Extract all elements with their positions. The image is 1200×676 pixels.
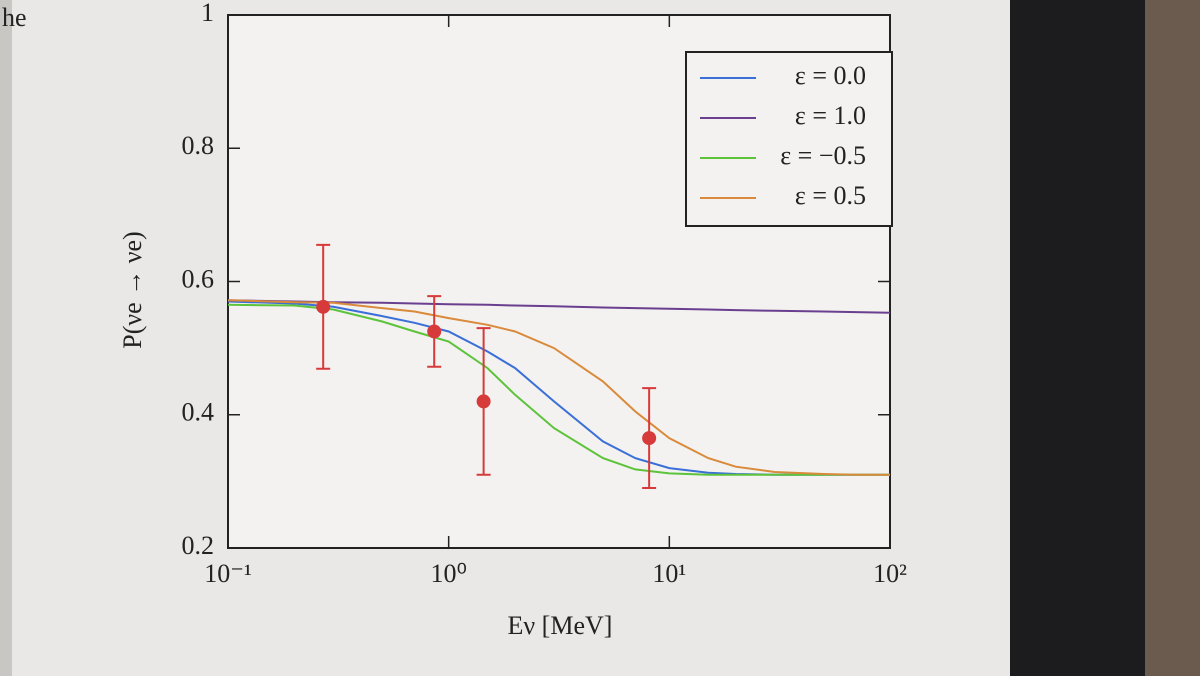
page-fragment: he <box>2 3 27 32</box>
x-tick-label: 10² <box>873 559 907 588</box>
data-point <box>476 394 491 409</box>
window-edge <box>0 0 12 676</box>
data-point <box>642 431 657 446</box>
y-tick-label: 0.6 <box>182 264 215 293</box>
y-tick-label: 0.4 <box>182 398 215 427</box>
x-axis-label: Eν [MeV] <box>508 611 613 640</box>
legend-label: ε = 0.5 <box>795 181 866 210</box>
y-axis-label: P(νe → νe) <box>118 231 147 348</box>
legend-label: ε = 1.0 <box>795 101 866 130</box>
data-point <box>316 299 331 314</box>
x-tick-label: 10⁰ <box>430 559 466 588</box>
bezel <box>1010 0 1145 676</box>
x-tick-label: 10⁻¹ <box>204 559 252 588</box>
y-tick-label: 0.8 <box>182 131 215 160</box>
series-line <box>227 299 890 476</box>
series-line <box>227 303 890 476</box>
legend-label: ε = −0.5 <box>780 141 866 170</box>
y-tick-label: 1 <box>201 0 214 27</box>
data-point <box>427 324 442 339</box>
background <box>1145 0 1200 676</box>
x-tick-label: 10¹ <box>652 559 686 588</box>
legend-label: ε = 0.0 <box>795 61 866 90</box>
series-line <box>227 299 891 314</box>
y-tick-label: 0.2 <box>182 531 215 560</box>
